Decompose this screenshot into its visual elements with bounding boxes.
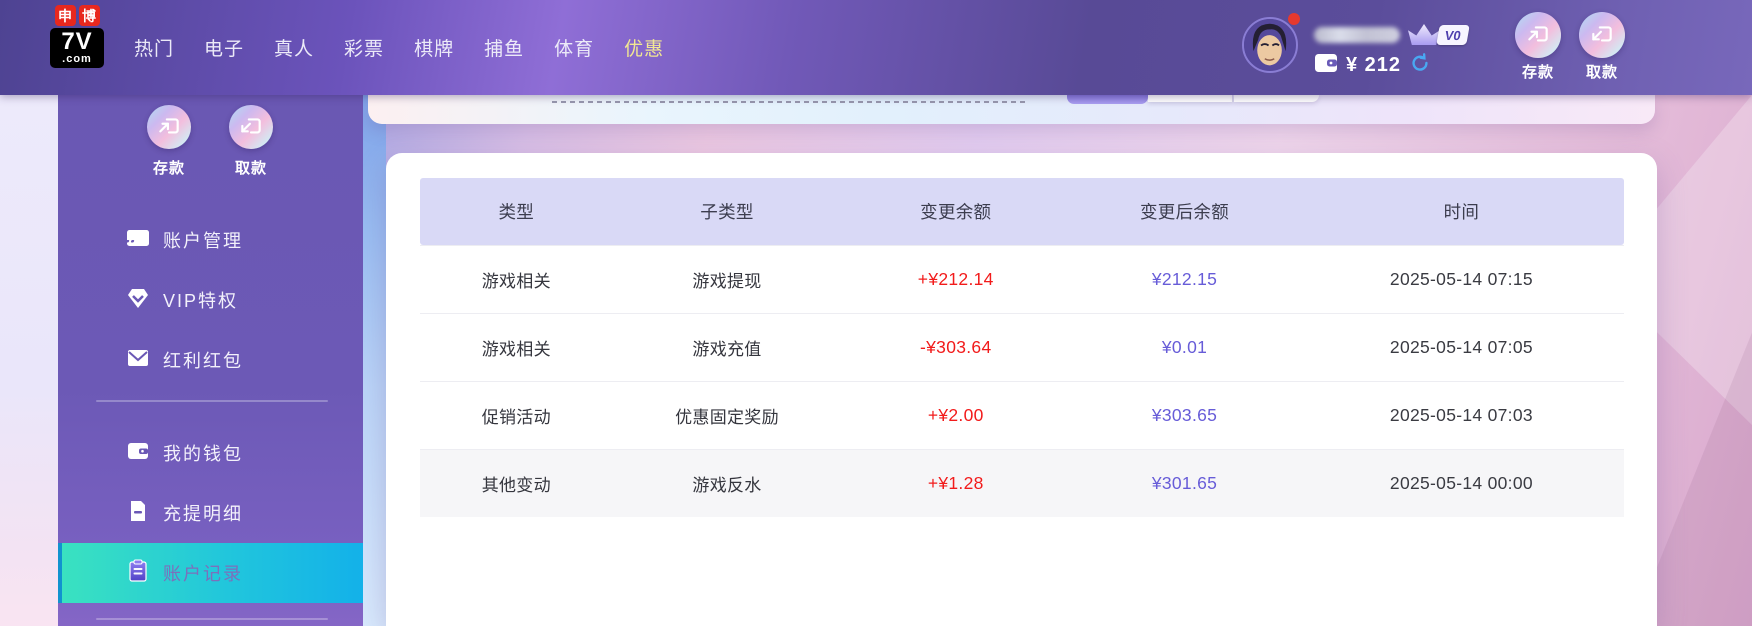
table-row: 促销活动 优惠固定奖励 +¥2.00 ¥303.65 2025-05-14 07… bbox=[420, 381, 1624, 449]
records-table: 类型 子类型 变更余额 变更后余额 时间 游戏相关 游戏提现 +¥212.14 … bbox=[420, 178, 1624, 517]
cell-type: 游戏相关 bbox=[481, 272, 551, 291]
logo-main-text: 7V bbox=[61, 28, 93, 55]
vip-crown-icon bbox=[1408, 24, 1440, 45]
sidebar-item-vip-privileges[interactable]: VIP特权 bbox=[58, 270, 363, 330]
user-avatar[interactable] bbox=[1242, 17, 1298, 73]
bank-card-icon bbox=[124, 226, 151, 255]
sidebar-item-label: 账户记录 bbox=[163, 564, 243, 584]
sidebar-item-label: 红利红包 bbox=[163, 351, 243, 371]
cell-type: 其他变动 bbox=[481, 476, 551, 495]
cell-change: +¥2.00 bbox=[927, 405, 984, 425]
nav-item-live[interactable]: 真人 bbox=[274, 39, 315, 60]
cell-subtype: 游戏提现 bbox=[692, 272, 762, 291]
logo-badge: 申 bbox=[54, 5, 76, 26]
dashed-separator bbox=[552, 101, 1025, 103]
wallet-icon bbox=[1314, 53, 1338, 78]
balance-amount: ¥ 212 bbox=[1346, 54, 1402, 76]
column-header-type: 类型 bbox=[498, 202, 535, 222]
sidebar-item-deposit-withdraw-details[interactable]: 充提明细 bbox=[58, 483, 363, 543]
filter-tab[interactable] bbox=[1234, 95, 1319, 102]
table-row: 游戏相关 游戏提现 +¥212.14 ¥212.15 2025-05-14 07… bbox=[420, 245, 1624, 313]
clipboard-icon bbox=[125, 559, 151, 588]
deposit-button[interactable]: 存款 bbox=[1513, 12, 1563, 82]
logo-badges: 申 博 bbox=[50, 5, 104, 26]
filter-card-partial bbox=[368, 95, 1655, 124]
column-header-subtype: 子类型 bbox=[700, 202, 754, 222]
cell-time: 2025-05-14 00:00 bbox=[1389, 473, 1533, 493]
sidebar: 存款 取款 账户管理 VIP特权 红利红包 bbox=[58, 95, 363, 626]
cell-after: ¥301.65 bbox=[1151, 473, 1218, 493]
refresh-balance-icon[interactable] bbox=[1409, 52, 1431, 79]
cell-subtype: 游戏充值 bbox=[692, 340, 762, 359]
column-header-after: 变更后余额 bbox=[1140, 202, 1229, 222]
sidebar-item-my-wallet[interactable]: 我的钱包 bbox=[58, 423, 363, 483]
nav-item-sports[interactable]: 体育 bbox=[554, 39, 595, 60]
top-navbar: 申 博 7V .com 热门 电子 真人 彩票 棋牌 捕鱼 体育 优惠 bbox=[0, 0, 1752, 95]
account-records-card: 类型 子类型 变更余额 变更后余额 时间 游戏相关 游戏提现 +¥212.14 … bbox=[386, 153, 1657, 626]
sidebar-item-label: 我的钱包 bbox=[163, 444, 243, 464]
nav-item-fishing[interactable]: 捕鱼 bbox=[484, 39, 525, 60]
nav-item-promotions[interactable]: 优惠 bbox=[624, 39, 665, 60]
vip-gem-icon bbox=[125, 286, 151, 315]
sidebar-deposit-label: 存款 bbox=[152, 160, 185, 177]
nav-item-chess[interactable]: 棋牌 bbox=[414, 39, 455, 60]
column-header-time: 时间 bbox=[1443, 202, 1480, 222]
cell-time: 2025-05-14 07:05 bbox=[1389, 337, 1533, 357]
sidebar-item-account-management[interactable]: 账户管理 bbox=[58, 210, 363, 270]
cell-change: +¥212.14 bbox=[917, 269, 994, 289]
vip-level-badge: V0 bbox=[1436, 24, 1470, 45]
sidebar-withdraw-button[interactable]: 取款 bbox=[227, 105, 275, 178]
cell-subtype: 游戏反水 bbox=[692, 476, 762, 495]
cell-after: ¥212.15 bbox=[1151, 269, 1218, 289]
withdraw-label: 取款 bbox=[1585, 64, 1618, 81]
sidebar-withdraw-label: 取款 bbox=[234, 160, 267, 177]
filter-tab[interactable] bbox=[1148, 95, 1233, 102]
cell-time: 2025-05-14 07:03 bbox=[1389, 405, 1533, 425]
sidebar-item-label: 账户管理 bbox=[163, 231, 243, 251]
logo-wordmark: 7V .com bbox=[50, 28, 104, 68]
red-envelope-icon bbox=[125, 346, 151, 375]
cell-change: -¥303.64 bbox=[920, 337, 992, 357]
withdraw-icon bbox=[1579, 12, 1625, 58]
filter-tab-active[interactable] bbox=[1067, 95, 1148, 104]
cell-subtype: 优惠固定奖励 bbox=[675, 408, 779, 427]
cell-after: ¥0.01 bbox=[1161, 337, 1208, 357]
sidebar-deposit-button[interactable]: 存款 bbox=[145, 105, 193, 178]
nav-item-lottery[interactable]: 彩票 bbox=[344, 39, 385, 60]
sidebar-item-label: 充提明细 bbox=[163, 504, 243, 524]
site-logo[interactable]: 申 博 7V .com bbox=[50, 5, 104, 68]
sidebar-divider bbox=[96, 400, 328, 402]
table-row: 游戏相关 游戏充值 -¥303.64 ¥0.01 2025-05-14 07:0… bbox=[420, 313, 1624, 381]
logo-badge: 博 bbox=[78, 5, 100, 26]
cell-type: 促销活动 bbox=[481, 408, 551, 427]
deposit-icon bbox=[147, 105, 191, 149]
sidebar-item-bonus-red-packet[interactable]: 红利红包 bbox=[58, 330, 363, 390]
notification-dot bbox=[1288, 13, 1300, 25]
cell-time: 2025-05-14 07:15 bbox=[1389, 269, 1533, 289]
main-navigation: 热门 电子 真人 彩票 棋牌 捕鱼 体育 优惠 bbox=[134, 0, 664, 95]
user-info: V0 ¥ 212 bbox=[1314, 24, 1484, 79]
username-blurred bbox=[1314, 26, 1400, 43]
withdraw-button[interactable]: 取款 bbox=[1577, 12, 1627, 82]
logo-suffix-text: .com bbox=[62, 53, 92, 65]
cell-change: +¥1.28 bbox=[927, 473, 984, 493]
table-header-row: 类型 子类型 变更余额 变更后余额 时间 bbox=[420, 178, 1624, 245]
cell-type: 游戏相关 bbox=[481, 340, 551, 359]
background-left-strip bbox=[0, 95, 58, 626]
sidebar-divider bbox=[96, 618, 328, 620]
nav-item-hot[interactable]: 热门 bbox=[134, 39, 175, 60]
nav-item-slots[interactable]: 电子 bbox=[204, 39, 245, 60]
sidebar-item-account-records[interactable]: 账户记录 bbox=[58, 543, 363, 603]
background-blue-strip bbox=[363, 95, 386, 626]
cell-after: ¥303.65 bbox=[1151, 405, 1218, 425]
statement-icon bbox=[125, 499, 151, 528]
sidebar-item-label: VIP特权 bbox=[163, 291, 239, 311]
wallet-icon bbox=[125, 439, 151, 468]
deposit-label: 存款 bbox=[1521, 64, 1554, 81]
table-row: 其他变动 游戏反水 +¥1.28 ¥301.65 2025-05-14 00:0… bbox=[420, 449, 1624, 517]
withdraw-icon bbox=[229, 105, 273, 149]
column-header-change: 变更余额 bbox=[920, 202, 992, 222]
deposit-icon bbox=[1515, 12, 1561, 58]
